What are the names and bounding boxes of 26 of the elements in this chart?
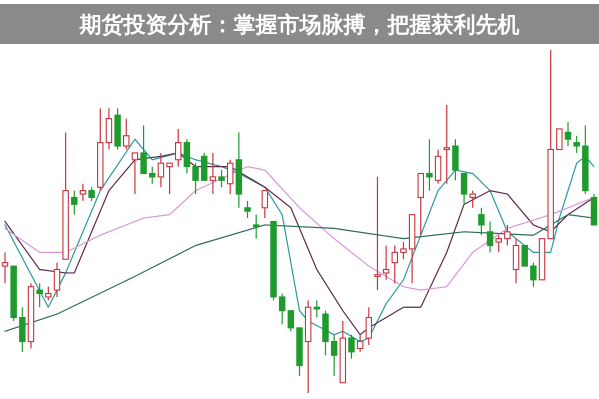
candlestick xyxy=(210,152,216,195)
candlestick xyxy=(2,252,8,284)
candlestick xyxy=(19,306,26,352)
candlestick xyxy=(175,128,182,168)
chart-title: 期货投资分析：掌握市场脉搏，把握获利先机 xyxy=(78,12,520,38)
candlestick xyxy=(97,108,104,192)
candlestick xyxy=(426,138,433,192)
candlestick xyxy=(573,135,580,154)
candlestick xyxy=(582,124,589,195)
candlestick xyxy=(444,104,450,184)
candlestick xyxy=(71,190,78,216)
candlestick xyxy=(392,244,398,284)
candlestick xyxy=(470,190,476,208)
candlestick xyxy=(149,166,156,184)
candlestick xyxy=(366,306,372,346)
candlestick xyxy=(252,214,260,240)
candlestick xyxy=(158,152,164,188)
candlestick xyxy=(45,286,52,301)
candlestick xyxy=(236,132,242,208)
candlestick xyxy=(304,300,312,394)
candlestick xyxy=(226,159,234,195)
candlestick xyxy=(495,234,502,253)
candlestick xyxy=(278,292,286,325)
candlestick xyxy=(314,300,320,318)
candlestick xyxy=(123,118,130,150)
candlestick xyxy=(374,176,381,291)
